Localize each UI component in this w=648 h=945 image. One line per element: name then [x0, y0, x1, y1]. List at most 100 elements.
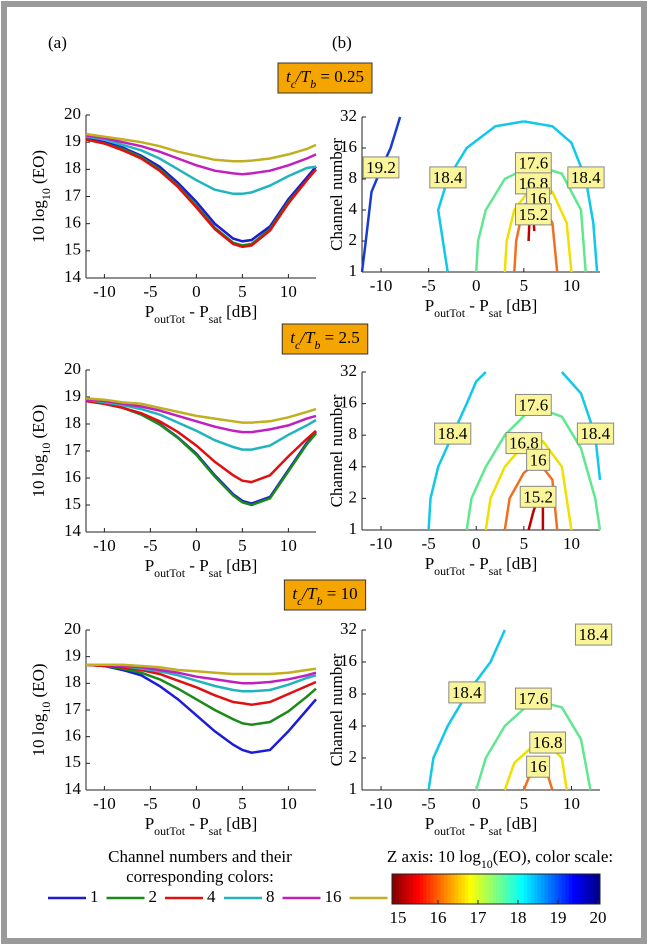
text-part: outTot [434, 564, 466, 578]
text-part: (EO), color scale: [493, 847, 613, 866]
y-tick-label: 8 [349, 168, 358, 187]
y-tick-label: 17 [64, 699, 82, 718]
text-part: 10 log [29, 713, 48, 756]
y-tick-label: 8 [349, 683, 358, 702]
text-part: sat [209, 566, 223, 580]
colorbar-cell [499, 874, 504, 904]
y-tick-label: 14 [64, 521, 82, 540]
colorbar-cell [444, 874, 448, 904]
y-tick-label: 18 [64, 672, 81, 691]
x-tick-label: 0 [192, 536, 201, 555]
y-tick-label: 17 [64, 440, 82, 459]
text-part: 10 [39, 188, 53, 200]
contour-label-box [526, 448, 551, 471]
y-tick-label: 2 [349, 487, 358, 506]
y-tick-label: 16 [340, 393, 357, 412]
y-tick-label: 14 [64, 267, 82, 286]
y-tick-label: 18 [64, 158, 81, 177]
text-part: c [291, 77, 297, 91]
x-tick-label: 10 [563, 534, 580, 553]
x-tick-label: -10 [370, 534, 393, 553]
y-tick-label: 4 [349, 199, 358, 218]
colorbar-cell [558, 874, 563, 904]
colorbar-cell [513, 874, 518, 904]
text-part: 10 [39, 702, 53, 714]
colorbar-tick-label: 20 [590, 908, 607, 927]
colorbar-cell [426, 874, 431, 904]
series-line [85, 663, 317, 754]
text-part: [dB] [502, 296, 537, 315]
y-tick-label: 20 [64, 359, 81, 378]
y-tick-label: 16 [64, 726, 81, 745]
text-part: = 2.5 [320, 328, 359, 347]
contour-label-box [514, 687, 552, 710]
colorbar-cell [392, 874, 396, 904]
x-axis-label: PoutTot - Psat [dB] [425, 554, 538, 578]
y-tick-label: 16 [340, 651, 357, 670]
series-line [85, 397, 317, 424]
contour-label-text: 17.6 [518, 154, 548, 173]
colorbar-cell [544, 874, 549, 904]
x-tick-label: -5 [143, 536, 157, 555]
text-part: t [290, 328, 296, 347]
text-part: outTot [154, 824, 186, 838]
y-tick-label: 15 [64, 494, 81, 513]
text-part: outTot [434, 306, 466, 320]
x-tick-label: 5 [520, 794, 529, 813]
colorbar-cell [416, 874, 421, 904]
contour-label-box [362, 156, 400, 179]
text-part: P [145, 302, 154, 321]
colorbar-cell [437, 874, 442, 904]
x-tick-label: -10 [370, 794, 393, 813]
panel-label: (b) [332, 33, 352, 52]
text-part: = 0.25 [316, 67, 364, 86]
text-part: c [297, 594, 303, 608]
colorbar-cell [520, 874, 525, 904]
series-line [86, 663, 317, 685]
y-tick-label: 32 [340, 619, 357, 638]
series-line [85, 398, 317, 451]
legend-label: 1 [90, 887, 99, 906]
colorbar-cell [475, 874, 480, 904]
contour-label-text: 15.2 [523, 487, 553, 506]
colorbar-cell [450, 874, 455, 904]
colorbar-cell [395, 874, 400, 904]
colorbar-cell [485, 874, 490, 904]
y-tick-label: 4 [349, 715, 358, 734]
colorbar-cell [398, 874, 403, 904]
contour-label: 16.8 [529, 731, 567, 754]
text-part: c [295, 338, 301, 352]
contour-line [523, 120, 599, 273]
colorbar-cell [596, 874, 601, 904]
contour-label: 19.2 [362, 156, 400, 179]
colorbar-cell [492, 874, 497, 904]
y-axis-label: Channel number [327, 394, 346, 507]
contour-label-box [576, 422, 615, 445]
colorbar-cell [496, 874, 500, 904]
contour-label-box [505, 432, 543, 455]
contour-label-text: 16 [530, 189, 547, 208]
text-part: 10 log [29, 200, 48, 243]
contour-label-text: 16.8 [509, 434, 539, 453]
text-part: P [425, 296, 434, 315]
colorbar-cell [537, 874, 542, 904]
colorbar-tick-label: 15 [390, 908, 407, 927]
y-tick-label: 1 [349, 261, 358, 280]
colorbar-cell [579, 874, 584, 904]
legend-label: 2 [149, 887, 158, 906]
contour-label-text: 17.6 [518, 395, 548, 414]
colorbar-cell [534, 874, 539, 904]
x-tick-label: 10 [280, 282, 297, 301]
legend-label: 16 [325, 887, 342, 906]
colorbar-cell [554, 874, 559, 904]
x-tick-label: 0 [472, 276, 481, 295]
contour-label: 16 [526, 755, 551, 778]
x-tick-label: -5 [422, 534, 436, 553]
colorbar-cell [461, 874, 466, 904]
text-part: (EO) [29, 404, 48, 442]
legend-title: Channel numbers and their [108, 847, 292, 866]
colorbar-cell [502, 874, 507, 904]
x-tick-label: -5 [143, 794, 157, 813]
x-axis-label: PoutTot - Psat [dB] [145, 814, 258, 838]
x-axis-label: PoutTot - Psat [dB] [145, 302, 258, 326]
